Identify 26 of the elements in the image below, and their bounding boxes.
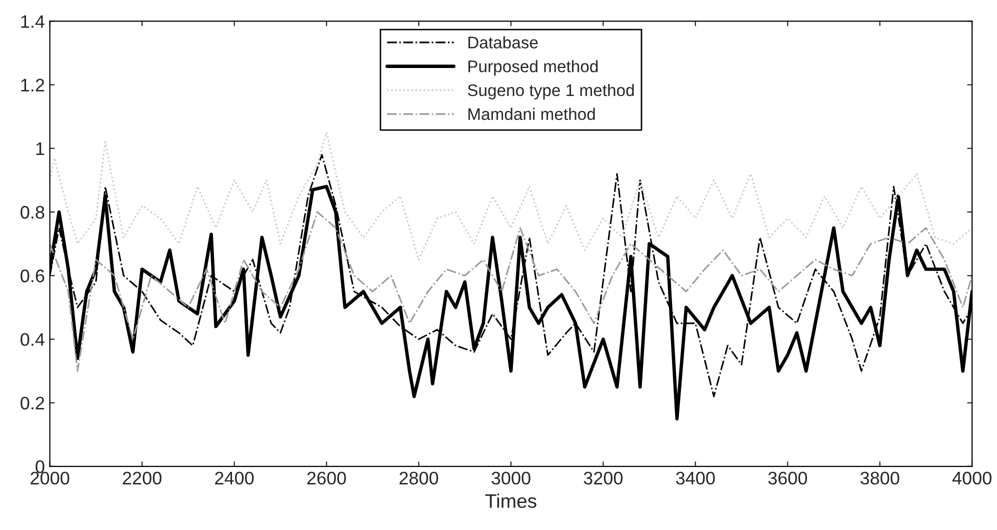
y-tick-label: 0.8 <box>20 206 44 219</box>
y-tick-label: 0.6 <box>20 270 44 282</box>
x-tick-label: 2000 <box>30 472 70 485</box>
line-series <box>50 211 972 372</box>
x-tick-label: 3200 <box>584 472 623 485</box>
y-tick-label: 0 <box>36 460 44 474</box>
legend-label: Purposed method <box>468 60 598 76</box>
x-tick-label: 2800 <box>400 472 438 485</box>
y-tick-label: 1.4 <box>21 15 44 28</box>
y-tick-label: 1 <box>36 142 44 155</box>
x-tick-label: 2600 <box>307 472 346 485</box>
y-tick-label: 0.2 <box>20 396 44 410</box>
y-tick-label: 0.4 <box>20 333 44 346</box>
legend-label: Mamdani method <box>468 108 595 120</box>
x-tick-label: 3800 <box>860 472 900 485</box>
line-series <box>50 132 972 260</box>
x-tick-label: 3400 <box>676 472 715 485</box>
x-tick-label: 3600 <box>768 472 808 485</box>
x-tick-label: 4000 <box>952 472 992 485</box>
x-tick-label: 2200 <box>122 472 162 485</box>
legend-label: Sugeno type 1 method <box>468 84 634 100</box>
legend-label: Database <box>468 36 538 48</box>
x-tick-label: 2400 <box>215 472 254 485</box>
x-tick-label: 3000 <box>492 472 530 485</box>
x-axis-title: Times <box>485 494 536 508</box>
y-tick-label: 1.2 <box>21 78 44 92</box>
